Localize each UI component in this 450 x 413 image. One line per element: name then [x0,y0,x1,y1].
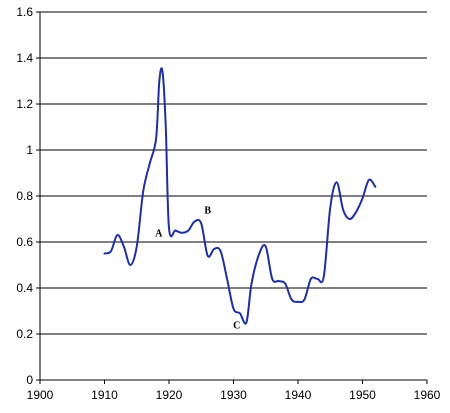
x-tick-label-4: 1940 [285,388,312,402]
y-tick-label-5: 1 [26,143,33,157]
grid-lines [40,11,427,335]
x-tick-label-2: 1920 [156,388,183,402]
x-tick-label-3: 1930 [220,388,247,402]
axes [36,11,428,384]
y-tick-label-6: 1.2 [16,97,33,111]
y-tick-label-4: 0.8 [16,189,33,203]
y-tick-label-1: 0.2 [16,327,33,341]
annotation-label-c: C [233,320,240,331]
y-tick-label-2: 0.4 [16,281,33,295]
annotation-label-a: A [155,228,163,239]
annotation-label-b: B [204,205,211,216]
y-tick-label-3: 0.6 [16,235,33,249]
x-tick-label-5: 1950 [349,388,376,402]
x-tick-label-1: 1910 [91,388,118,402]
tick-labels: 0 0.2 0.4 0.6 0.8 1 1.2 1.4 1.6 1900 1910 1920 1930 1… [16,5,440,402]
series-line [103,67,377,325]
y-tick-label-8: 1.6 [16,5,33,19]
x-tick-label-6: 1960 [414,388,441,402]
y-tick-label-0: 0 [26,373,33,387]
y-tick-label-7: 1.4 [16,51,33,65]
x-tick-label-0: 1900 [27,388,54,402]
annotations: A B C [155,205,240,331]
